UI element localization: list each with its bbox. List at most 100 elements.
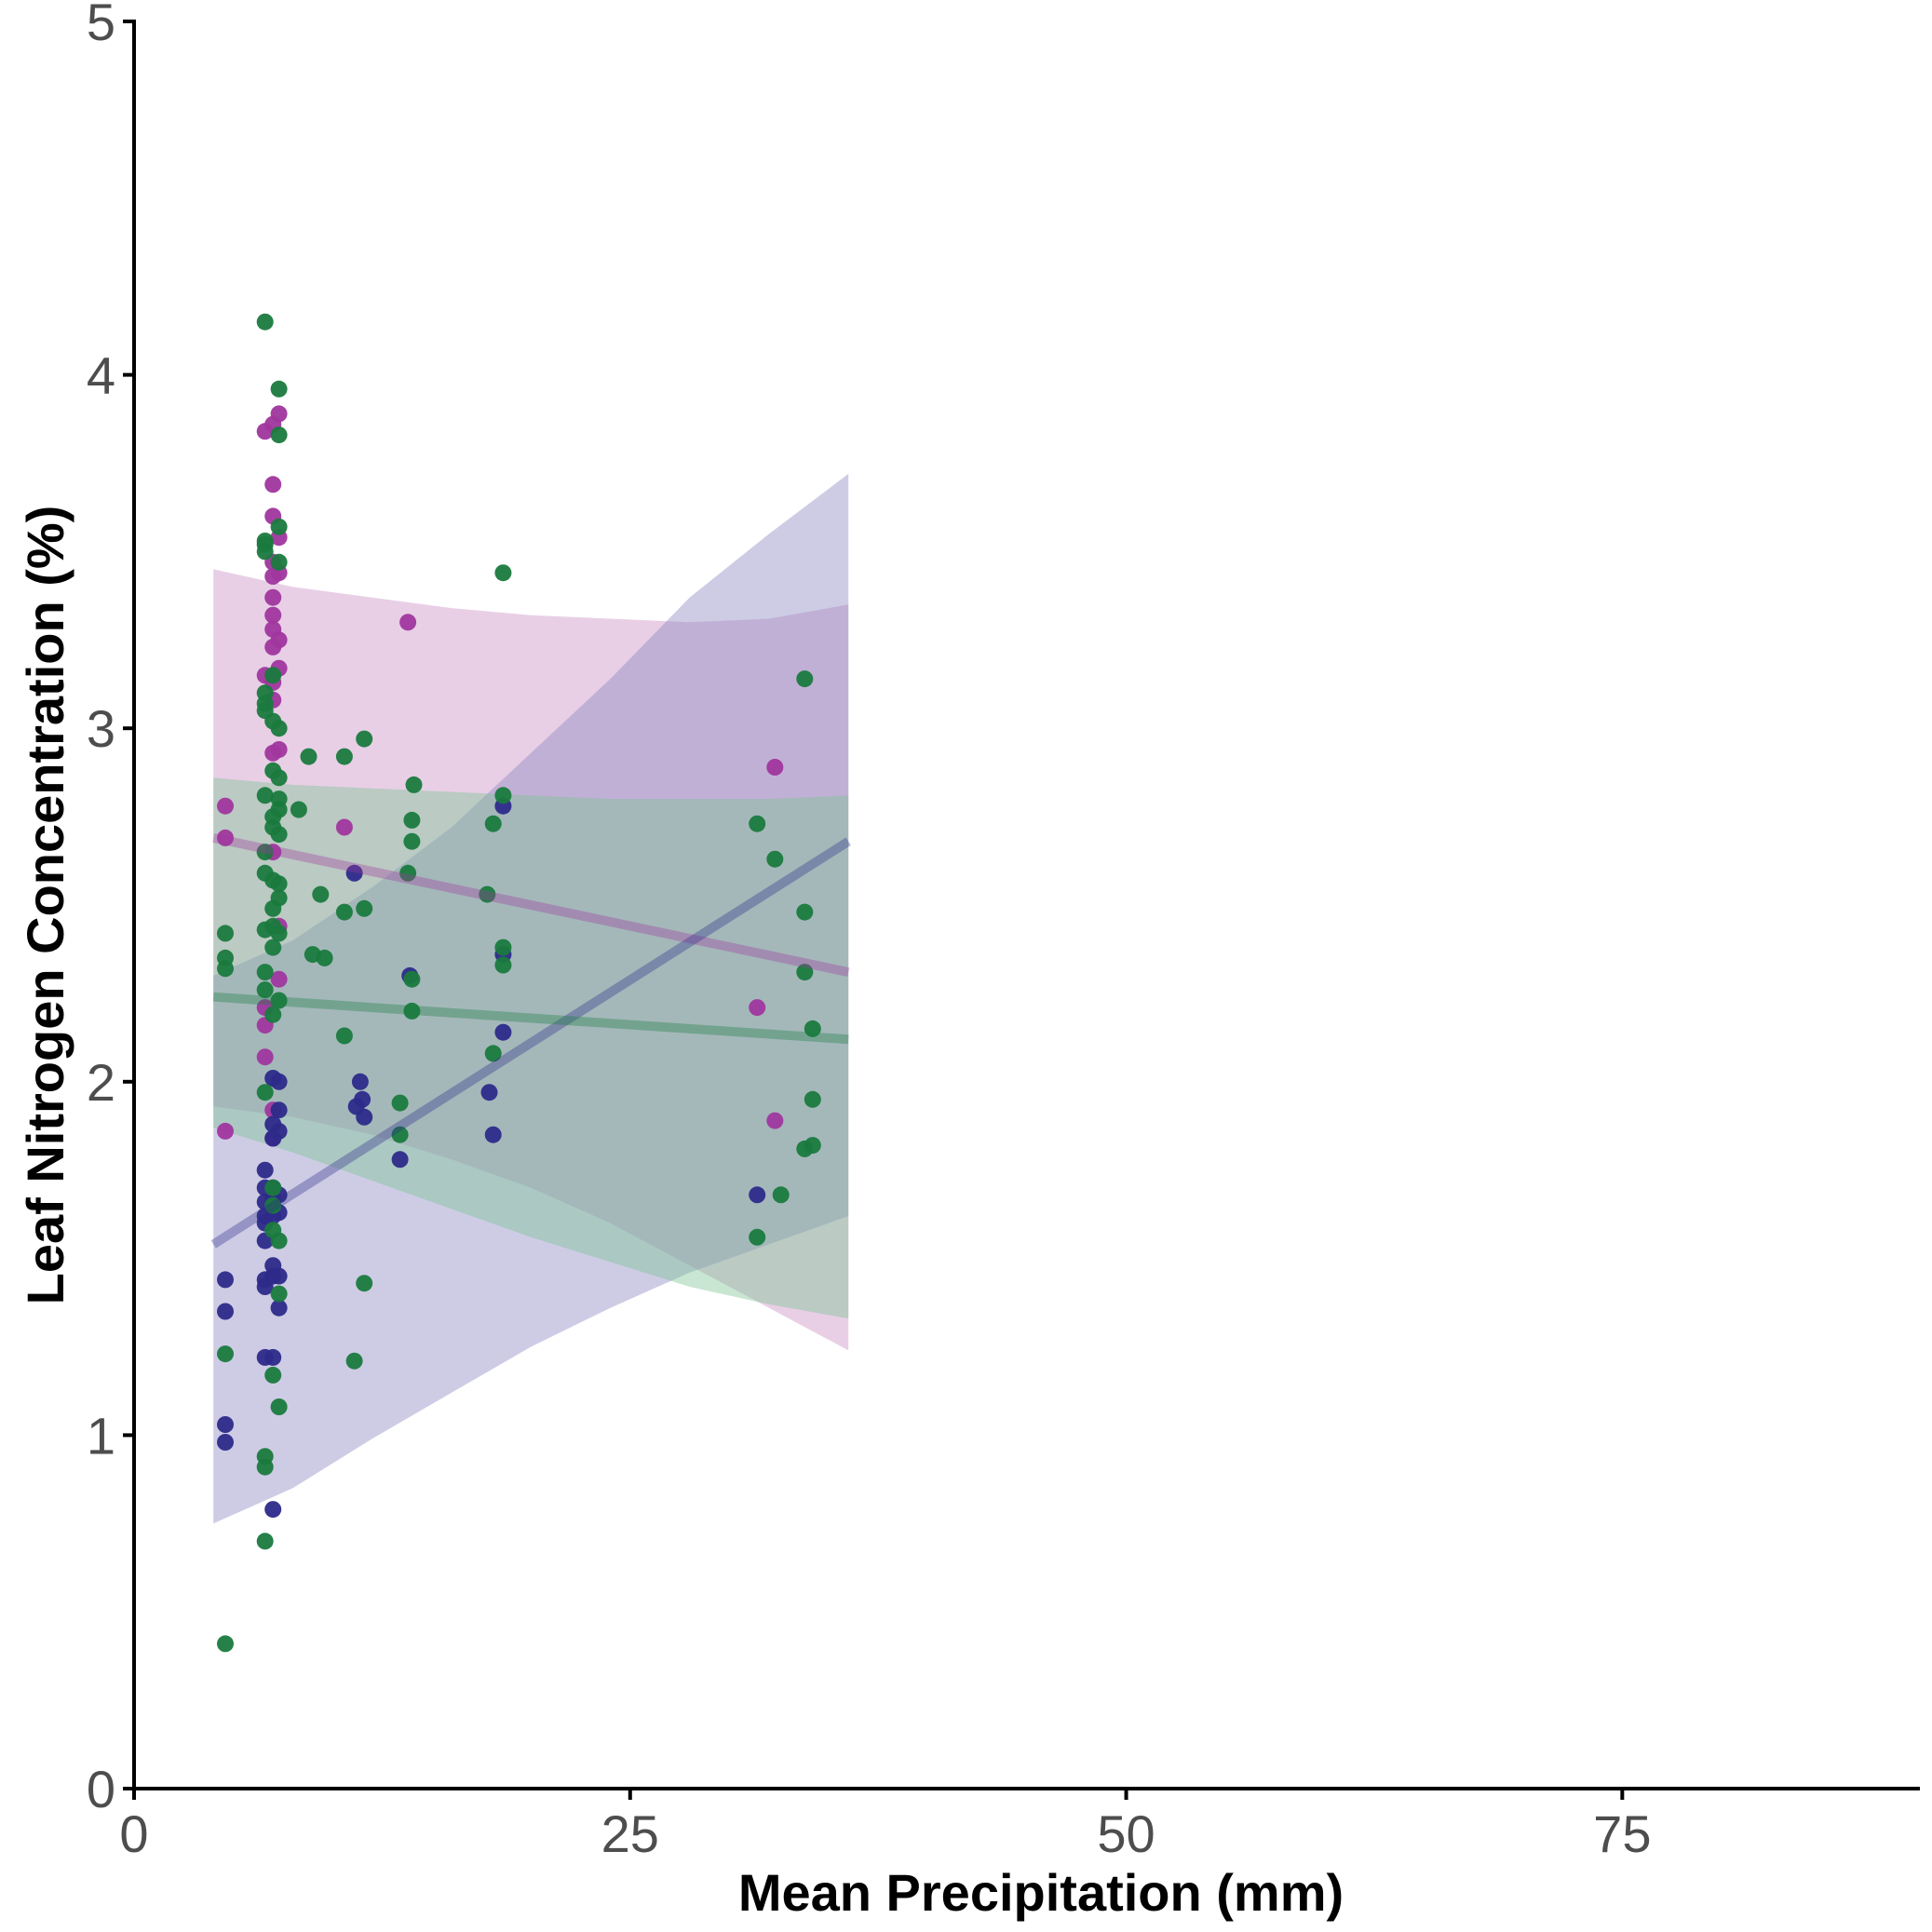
data-point	[264, 476, 282, 493]
data-point	[399, 614, 417, 631]
data-point	[264, 1501, 282, 1519]
data-point	[217, 829, 234, 846]
data-point	[217, 1345, 234, 1363]
y-axis-ticks: 0 1 2 3 4 5	[87, 0, 134, 1818]
data-point	[316, 949, 333, 966]
y-tick-label: 1	[87, 1406, 115, 1465]
data-point	[270, 1299, 288, 1317]
data-point	[256, 313, 274, 331]
data-point	[256, 1161, 274, 1179]
data-point	[335, 748, 353, 765]
data-point	[356, 899, 373, 917]
data-point	[391, 1151, 409, 1169]
data-point	[749, 1228, 766, 1246]
y-tick-label: 5	[87, 0, 115, 51]
data-point	[264, 1348, 282, 1366]
data-point	[270, 1267, 288, 1285]
data-point	[270, 769, 288, 787]
data-point	[772, 1186, 790, 1204]
data-point	[256, 981, 274, 999]
data-point	[403, 970, 421, 988]
data-point	[796, 903, 814, 921]
data-point	[256, 1533, 274, 1550]
data-point	[264, 588, 282, 606]
data-point	[796, 670, 814, 688]
confidence-bands	[213, 473, 849, 1524]
data-point	[484, 1126, 502, 1143]
data-point	[403, 832, 421, 850]
data-point	[270, 1398, 288, 1415]
data-point	[270, 380, 288, 398]
data-point	[217, 1303, 234, 1320]
data-point	[217, 1271, 234, 1289]
data-point	[270, 553, 288, 571]
data-point	[494, 956, 512, 974]
data-point	[345, 1352, 363, 1370]
confidence-band	[213, 777, 849, 1319]
data-point	[256, 1458, 274, 1476]
data-point	[264, 1196, 282, 1214]
data-point	[270, 1285, 288, 1303]
data-point	[270, 970, 288, 988]
x-tick-label: 75	[1593, 1804, 1651, 1863]
data-point	[270, 826, 288, 844]
data-point	[399, 864, 417, 882]
data-point	[480, 1084, 498, 1101]
x-tick-label: 25	[601, 1804, 659, 1863]
fit-line	[210, 837, 851, 1249]
data-point	[494, 1023, 512, 1041]
data-point	[270, 631, 288, 649]
data-point	[256, 787, 274, 804]
data-point	[264, 667, 282, 684]
confidence-band	[213, 569, 849, 1351]
data-point	[405, 776, 423, 793]
data-point	[804, 1090, 821, 1108]
data-point	[270, 925, 288, 942]
data-point	[264, 606, 282, 624]
data-point	[264, 939, 282, 956]
axes: 0 1 2 3 4 5 0 25 50 75	[87, 0, 1920, 1863]
data-point	[494, 564, 512, 582]
data-point	[217, 1416, 234, 1433]
data-point	[494, 939, 512, 956]
data-point	[270, 1101, 288, 1119]
data-point	[217, 1635, 234, 1653]
data-point	[270, 518, 288, 535]
data-point	[354, 1090, 372, 1108]
data-point	[270, 801, 288, 818]
confidence-band	[213, 473, 849, 1524]
data-point	[264, 1366, 282, 1384]
data-point	[264, 1006, 282, 1023]
data-point	[270, 875, 288, 893]
data-point	[766, 759, 784, 776]
data-point	[335, 1027, 353, 1045]
fit-lines	[210, 832, 851, 1249]
data-point	[391, 1094, 409, 1112]
y-tick-label: 3	[87, 699, 115, 758]
data-point	[217, 960, 234, 978]
data-point	[804, 1137, 821, 1155]
x-tick-label: 0	[119, 1804, 148, 1863]
data-point	[796, 964, 814, 981]
data-point	[391, 1126, 409, 1143]
data-point	[217, 1434, 234, 1451]
data-point	[256, 844, 274, 861]
data-point	[270, 1232, 288, 1250]
data-point	[256, 964, 274, 981]
data-point	[312, 885, 330, 903]
data-point	[264, 1179, 282, 1196]
data-point	[270, 720, 288, 737]
data-point	[270, 889, 288, 907]
data-point	[494, 787, 512, 804]
y-tick-label: 4	[87, 346, 115, 405]
data-point	[256, 543, 274, 561]
data-point	[335, 818, 353, 836]
data-point	[484, 1045, 502, 1062]
data-point	[217, 797, 234, 815]
data-point	[749, 1186, 766, 1204]
data-point	[403, 811, 421, 829]
data-point	[270, 1122, 288, 1140]
data-point	[766, 1112, 784, 1129]
data-point	[356, 1108, 373, 1126]
